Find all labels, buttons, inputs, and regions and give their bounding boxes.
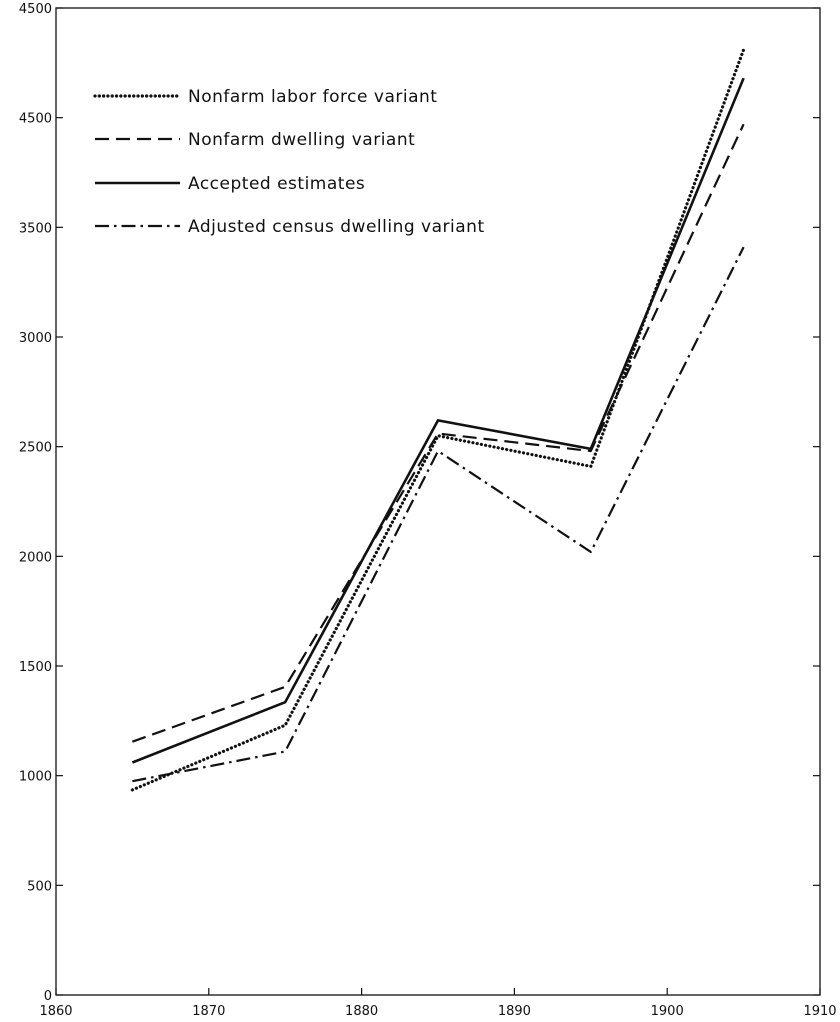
y-tick-label: 4500	[19, 2, 52, 17]
y-tick-label: 3500	[19, 221, 52, 236]
series-line-dash-dot	[132, 246, 745, 783]
y-tick-label: 1500	[19, 660, 52, 675]
y-tick-label: 3000	[19, 331, 52, 346]
x-tick-label: 1880	[345, 1004, 378, 1019]
legend-label: Accepted estimates	[188, 174, 365, 194]
legend: Nonfarm labor force variant Nonfarm dwell…	[93, 87, 485, 237]
legend-label: Nonfarm labor force variant	[188, 87, 437, 107]
y-tick-label: 1000	[19, 770, 52, 785]
x-tick-label: 1910	[803, 1004, 836, 1019]
x-tick-label: 1900	[651, 1004, 684, 1019]
y-tick-label: 500	[27, 879, 52, 894]
series-line-solid	[131, 77, 745, 764]
axes: 0 500 1000 1500 2000 2500 3000 3500 4500 4500 1860…	[19, 2, 837, 1019]
y-tick-label: 0	[44, 989, 52, 1004]
x-tick-label: 1860	[39, 1004, 72, 1019]
y-tick-label: 2500	[19, 441, 52, 456]
series-line-dashed	[132, 123, 745, 743]
series-lines	[130, 48, 746, 792]
x-tick-label: 1870	[192, 1004, 225, 1019]
y-tick-label: 2000	[19, 550, 52, 565]
legend-label: Nonfarm dwelling variant	[188, 130, 415, 150]
legend-label: Adjusted census dwelling variant	[188, 217, 485, 237]
y-tick-label: 4500	[19, 112, 52, 127]
x-tick-label: 1890	[498, 1004, 531, 1019]
plot-frame	[55, 7, 821, 996]
